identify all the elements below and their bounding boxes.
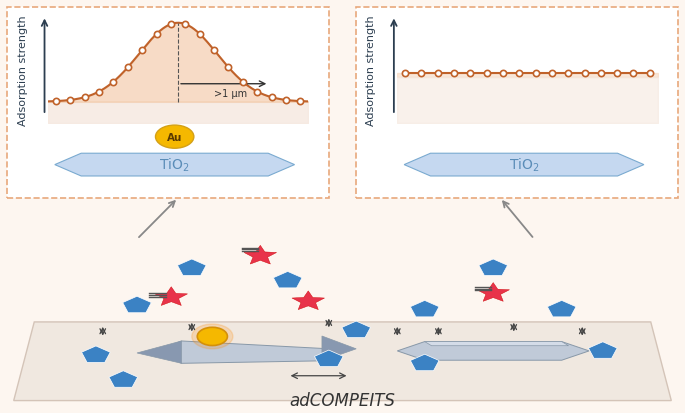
Polygon shape	[244, 246, 277, 264]
Polygon shape	[14, 322, 671, 401]
Polygon shape	[547, 301, 576, 317]
Text: adCOMPEITS: adCOMPEITS	[290, 391, 395, 409]
Polygon shape	[397, 342, 589, 360]
Polygon shape	[404, 154, 644, 177]
Polygon shape	[477, 283, 510, 301]
Polygon shape	[158, 341, 342, 363]
Polygon shape	[123, 297, 151, 313]
Polygon shape	[137, 341, 182, 363]
Text: >1 μm: >1 μm	[214, 89, 247, 99]
Polygon shape	[177, 259, 206, 276]
Polygon shape	[588, 342, 617, 358]
Circle shape	[192, 324, 233, 349]
FancyBboxPatch shape	[7, 8, 329, 198]
Polygon shape	[109, 371, 138, 387]
Text: Au: Au	[167, 132, 182, 142]
Polygon shape	[292, 291, 325, 310]
Circle shape	[155, 126, 194, 149]
Polygon shape	[479, 259, 508, 276]
Polygon shape	[82, 346, 110, 363]
Polygon shape	[322, 336, 356, 361]
Text: TiO$_2$: TiO$_2$	[160, 157, 190, 174]
Polygon shape	[273, 272, 302, 288]
Polygon shape	[342, 321, 371, 338]
Text: Adsorption strength: Adsorption strength	[366, 15, 376, 126]
Polygon shape	[410, 301, 439, 317]
Polygon shape	[55, 154, 295, 177]
Polygon shape	[314, 350, 343, 367]
Text: TiO$_2$: TiO$_2$	[509, 157, 539, 174]
Polygon shape	[155, 287, 188, 306]
Text: Adsorption strength: Adsorption strength	[18, 15, 27, 126]
Polygon shape	[425, 342, 569, 346]
FancyBboxPatch shape	[356, 8, 678, 198]
Polygon shape	[410, 354, 439, 371]
Circle shape	[197, 328, 227, 346]
